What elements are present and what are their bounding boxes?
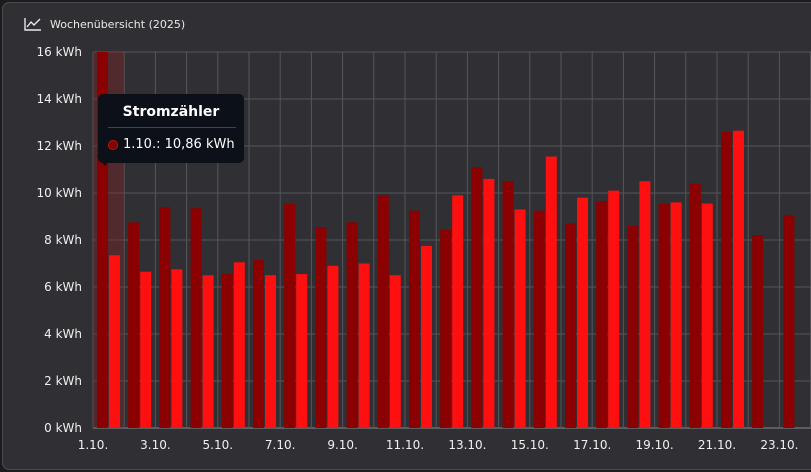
y-tick-label: 4 kWh	[44, 327, 82, 341]
bar-series-2-4.10.[interactable]	[202, 275, 214, 428]
bar-series-1-6.10.[interactable]	[253, 259, 264, 428]
bar-series-1-20.10.[interactable]	[689, 183, 701, 428]
tooltip-series-swatch	[108, 139, 118, 150]
bar-series-1-23.10.[interactable]	[783, 215, 795, 428]
bar-series-2-18.10.[interactable]	[639, 181, 651, 428]
bar-series-1-22.10.[interactable]	[752, 235, 764, 428]
bar-series-2-17.10.[interactable]	[608, 190, 620, 428]
bar-series-2-9.10.[interactable]	[358, 263, 370, 429]
bar-series-1-12.10.[interactable]	[440, 229, 452, 428]
x-tick-label: 15.10.	[511, 438, 549, 452]
bar-series-2-6.10.[interactable]	[265, 275, 276, 428]
tooltip-row: 1.10.: 10,86 kWh	[108, 137, 235, 152]
bar-series-1-9.10.[interactable]	[346, 222, 358, 428]
bar-series-1-11.10.[interactable]	[409, 210, 420, 428]
bar-series-1-4.10.[interactable]	[190, 208, 202, 428]
bar-series-1-18.10.[interactable]	[627, 225, 639, 428]
bar-series-1-15.10.[interactable]	[533, 210, 545, 428]
bar-series-2-10.10.[interactable]	[389, 275, 401, 428]
bar-series-2-14.10.[interactable]	[514, 209, 526, 428]
y-tick-label: 0 kWh	[44, 421, 82, 435]
bar-series-2-11.10.[interactable]	[421, 245, 432, 428]
bar-series-1-13.10.[interactable]	[471, 167, 483, 428]
x-tick-label: 7.10.	[265, 438, 296, 452]
y-tick-label: 8 kWh	[44, 233, 82, 247]
card-header: Wochenübersicht (2025)	[24, 13, 185, 35]
x-tick-label: 3.10.	[140, 438, 171, 452]
tooltip-arrow	[97, 156, 113, 166]
bar-series-2-13.10.[interactable]	[483, 178, 495, 428]
bar-series-1-7.10.[interactable]	[284, 203, 296, 428]
bar-series-1-19.10.[interactable]	[658, 203, 670, 428]
x-tick-label: 23.10.	[760, 438, 798, 452]
x-tick-label: 13.10.	[448, 438, 486, 452]
bar-series-2-15.10.[interactable]	[545, 156, 557, 428]
x-tick-label: 9.10.	[327, 438, 358, 452]
bar-series-1-8.10.[interactable]	[315, 227, 327, 428]
bar-series-2-3.10.[interactable]	[171, 269, 183, 428]
bar-series-2-8.10.[interactable]	[327, 265, 339, 428]
y-tick-label: 16 kWh	[36, 45, 82, 59]
y-tick-label: 12 kWh	[36, 139, 82, 153]
bar-series-1-3.10.[interactable]	[159, 207, 171, 428]
line-chart-icon	[24, 18, 41, 31]
bar-series-2-21.10.[interactable]	[733, 130, 744, 428]
bars[interactable]	[97, 52, 795, 429]
bar-series-1-16.10.[interactable]	[565, 223, 576, 428]
y-tick-label: 6 kWh	[44, 280, 82, 294]
bar-series-1-2.10.[interactable]	[128, 222, 140, 428]
bar-series-2-7.10.[interactable]	[296, 274, 308, 428]
x-tick-label: 17.10.	[573, 438, 611, 452]
y-tick-label: 14 kWh	[36, 92, 82, 106]
x-tick-label: 11.10.	[386, 438, 424, 452]
x-tick-label: 21.10.	[698, 438, 736, 452]
tooltip-divider	[108, 127, 236, 128]
x-tick-label: 5.10.	[203, 438, 234, 452]
bar-series-1-1.10.[interactable]	[97, 52, 108, 428]
y-axis-labels: 0 kWh 2 kWh 4 kWh 6 kWh 8 kWh 10 kWh 12 kWh 14 …	[36, 45, 82, 435]
chart-tooltip: Stromzähler 1.10.: 10,86 kWh	[97, 94, 244, 166]
bar-series-2-12.10.[interactable]	[452, 195, 464, 428]
bar-series-1-10.10.[interactable]	[377, 195, 389, 428]
bar-series-1-17.10.[interactable]	[596, 201, 608, 428]
tooltip-value: 1.10.: 10,86 kWh	[123, 137, 235, 152]
bar-series-1-21.10.[interactable]	[721, 131, 732, 428]
tooltip-title: Stromzähler	[122, 104, 220, 120]
bar-series-2-1.10.[interactable]	[109, 255, 120, 428]
bar-series-2-16.10.[interactable]	[577, 197, 588, 428]
bar-series-2-19.10.[interactable]	[670, 202, 682, 428]
x-tick-label: 19.10.	[636, 438, 674, 452]
bar-series-2-5.10.[interactable]	[233, 262, 245, 428]
x-axis-labels: 1.10. 3.10. 5.10. 7.10. 9.10. 11.10. 13.10. 15.…	[78, 438, 799, 452]
bar-series-2-20.10.[interactable]	[701, 203, 713, 428]
y-tick-label: 10 kWh	[36, 186, 82, 200]
bar-series-1-5.10.[interactable]	[221, 274, 233, 428]
x-tick-label: 1.10.	[78, 438, 109, 452]
bar-series-2-2.10.[interactable]	[140, 271, 152, 428]
bar-series-1-14.10.[interactable]	[502, 181, 514, 428]
card-title: Wochenübersicht (2025)	[50, 17, 186, 31]
y-tick-label: 2 kWh	[44, 374, 82, 388]
